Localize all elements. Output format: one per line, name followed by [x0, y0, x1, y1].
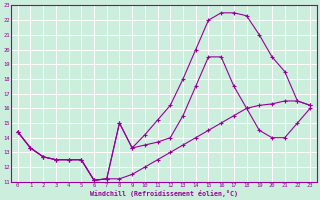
X-axis label: Windchill (Refroidissement éolien,°C): Windchill (Refroidissement éolien,°C) [90, 190, 238, 197]
